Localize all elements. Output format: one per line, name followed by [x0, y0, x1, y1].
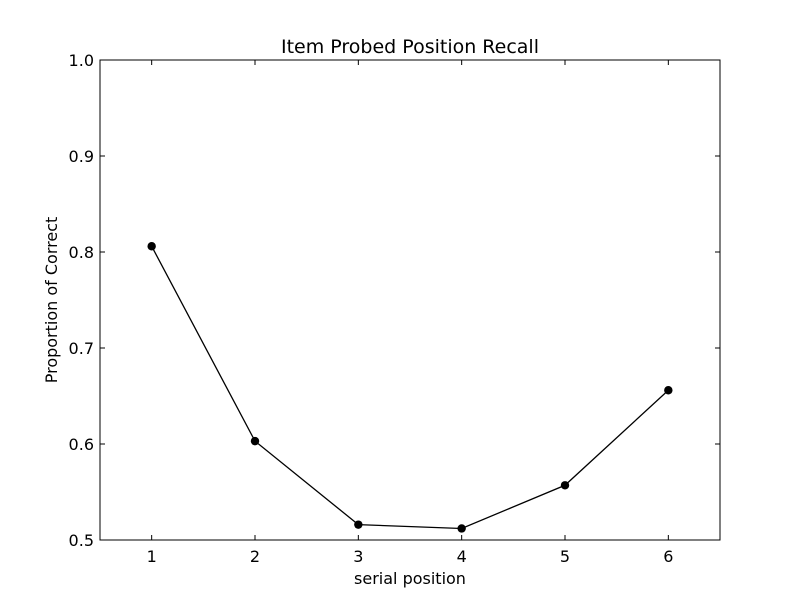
y-tick-label: 0.9 [69, 147, 94, 166]
y-tick-label: 0.7 [69, 339, 94, 358]
x-tick-label: 4 [457, 547, 467, 566]
series-line [151, 245, 669, 530]
x-tick-label: 6 [663, 547, 673, 566]
data-point [147, 242, 156, 251]
plot-frame [99, 59, 721, 541]
x-tick-label: 3 [353, 547, 363, 566]
data-point [560, 481, 570, 490]
y-tick-label: 0.5 [69, 531, 94, 550]
y-axis-label: Proportion of Correct [42, 217, 61, 384]
y-tick-label: 1.0 [69, 51, 94, 70]
plot-area: 0.5 0.6 0.7 0.8 0.9 1.0 1 2 3 4 5 6 [69, 51, 721, 566]
data-point [354, 520, 363, 529]
y-tick-label: 0.6 [69, 435, 94, 454]
data-point [250, 436, 260, 446]
x-axis-label: serial position [354, 569, 466, 588]
data-point [457, 524, 466, 533]
x-tick-label: 2 [250, 547, 260, 566]
x-tick-label: 5 [560, 547, 570, 566]
x-tick-label: 1 [147, 547, 157, 566]
data-point [664, 386, 673, 395]
y-tick-label: 0.8 [69, 243, 94, 262]
chart-title: Item Probed Position Recall [281, 36, 539, 58]
